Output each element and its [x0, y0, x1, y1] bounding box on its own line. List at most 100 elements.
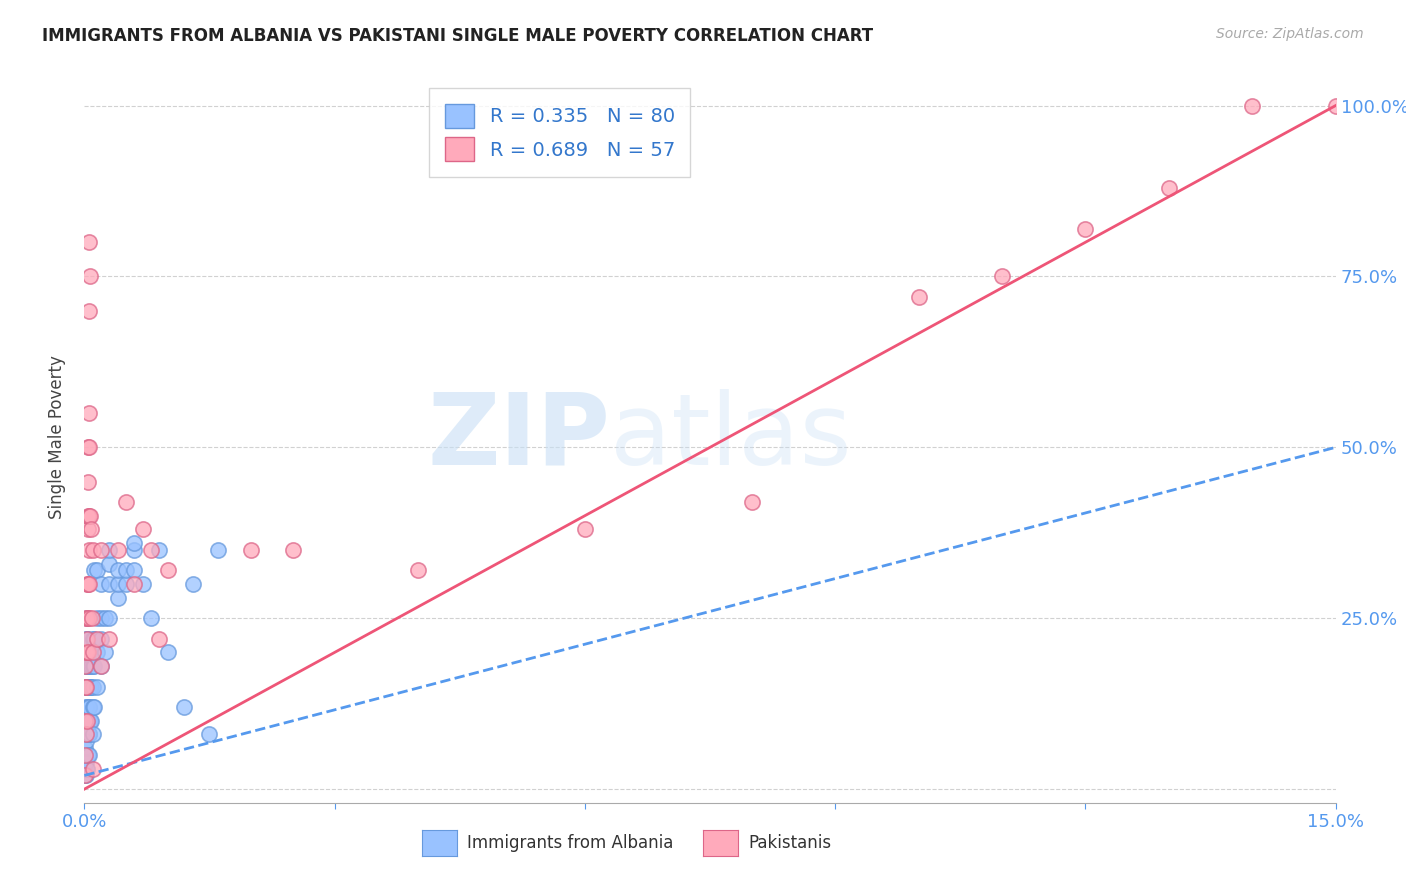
Point — [132, 577, 155, 591]
Point — [240, 542, 263, 557]
Point — [124, 563, 146, 577]
Point — [75, 611, 97, 625]
Point — [207, 542, 229, 557]
Point — [80, 680, 103, 694]
Point — [76, 577, 98, 591]
Point — [75, 645, 97, 659]
Point — [75, 632, 97, 646]
Point — [148, 632, 170, 646]
Point — [181, 577, 204, 591]
Point — [75, 659, 97, 673]
Point — [173, 700, 195, 714]
Point — [75, 755, 97, 769]
Point — [76, 611, 98, 625]
Point — [76, 645, 98, 659]
Point — [991, 269, 1014, 284]
Point — [83, 632, 105, 646]
Point — [76, 508, 98, 523]
Point — [98, 632, 121, 646]
Point — [77, 577, 100, 591]
Text: Source: ZipAtlas.com: Source: ZipAtlas.com — [1216, 27, 1364, 41]
Point — [94, 611, 117, 625]
Point — [115, 563, 138, 577]
Point — [75, 768, 97, 782]
Point — [79, 680, 101, 694]
Point — [75, 680, 97, 694]
Point — [156, 645, 179, 659]
Point — [75, 755, 97, 769]
Point — [82, 762, 104, 776]
Point — [107, 542, 129, 557]
Legend: R = 0.335   N = 80, R = 0.689   N = 57: R = 0.335 N = 80, R = 0.689 N = 57 — [429, 88, 690, 177]
Point — [76, 522, 98, 536]
Point — [75, 714, 97, 728]
Point — [79, 508, 101, 523]
Point — [75, 645, 97, 659]
Point — [75, 747, 97, 762]
Text: Pakistanis: Pakistanis — [748, 834, 831, 852]
Point — [86, 563, 108, 577]
Point — [75, 714, 97, 728]
Point — [98, 557, 121, 571]
Point — [77, 611, 100, 625]
Point — [107, 577, 129, 591]
Point — [77, 645, 100, 659]
Point — [75, 734, 97, 748]
Point — [82, 700, 104, 714]
Point — [406, 563, 429, 577]
Point — [79, 542, 101, 557]
Point — [76, 440, 98, 454]
Point — [76, 611, 98, 625]
Point — [907, 290, 929, 304]
Point — [82, 632, 104, 646]
Point — [79, 680, 101, 694]
Point — [90, 659, 112, 673]
Point — [80, 611, 103, 625]
Point — [76, 680, 98, 694]
Point — [156, 563, 179, 577]
Point — [79, 714, 101, 728]
Point — [76, 632, 98, 646]
Text: Immigrants from Albania: Immigrants from Albania — [467, 834, 673, 852]
Point — [1241, 98, 1264, 112]
Point — [77, 508, 100, 523]
Point — [86, 611, 108, 625]
Point — [82, 680, 104, 694]
Point — [79, 645, 101, 659]
Point — [76, 762, 98, 776]
Point — [76, 659, 98, 673]
Point — [132, 522, 155, 536]
Point — [75, 762, 97, 776]
Point — [75, 768, 97, 782]
Point — [76, 714, 98, 728]
Point — [574, 522, 596, 536]
Point — [77, 700, 100, 714]
Point — [281, 542, 304, 557]
Point — [77, 235, 100, 250]
Point — [82, 542, 104, 557]
Point — [76, 747, 98, 762]
Point — [1074, 221, 1097, 235]
Text: IMMIGRANTS FROM ALBANIA VS PAKISTANI SINGLE MALE POVERTY CORRELATION CHART: IMMIGRANTS FROM ALBANIA VS PAKISTANI SIN… — [42, 27, 873, 45]
Point — [75, 741, 97, 756]
Point — [75, 659, 97, 673]
Point — [90, 659, 112, 673]
Point — [1157, 180, 1180, 194]
Point — [79, 727, 101, 741]
Point — [98, 611, 121, 625]
Point — [198, 727, 221, 741]
Point — [80, 659, 103, 673]
Point — [115, 577, 138, 591]
Text: atlas: atlas — [610, 389, 852, 485]
Point — [76, 645, 98, 659]
Point — [90, 577, 112, 591]
Point — [83, 659, 105, 673]
Point — [124, 577, 146, 591]
Point — [90, 632, 112, 646]
Point — [741, 495, 763, 509]
Point — [94, 645, 117, 659]
Point — [82, 645, 104, 659]
Point — [124, 542, 146, 557]
Point — [77, 727, 100, 741]
Point — [107, 591, 129, 605]
